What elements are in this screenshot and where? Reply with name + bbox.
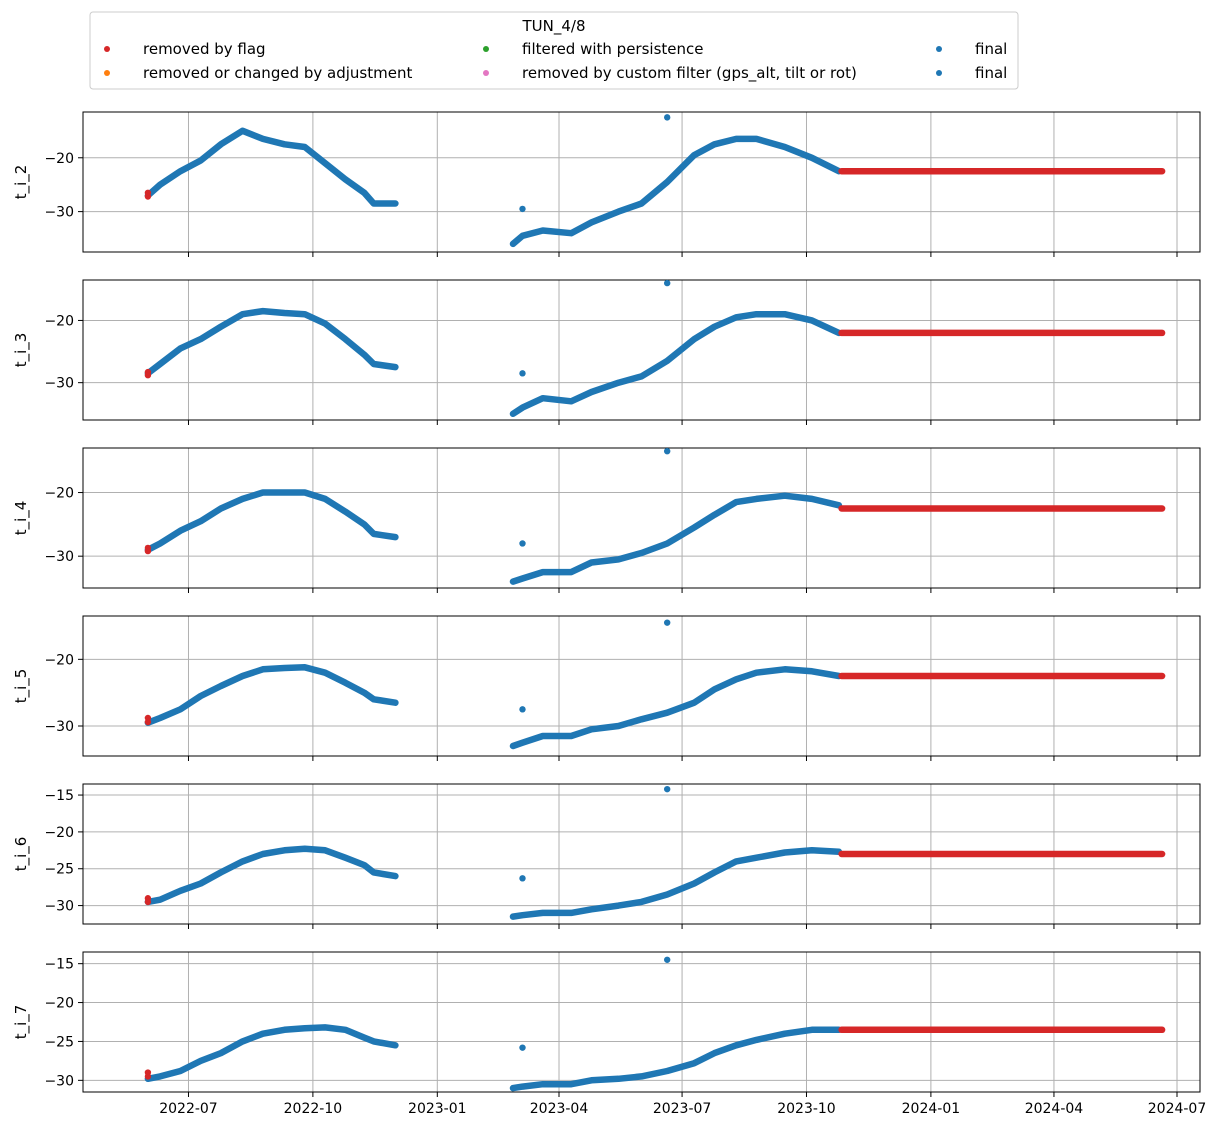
series-final-segment bbox=[509, 492, 843, 585]
panels: −20 −30 t_i_2 −20 −30 t_i_3 −20 −30 t_i_4 −20 −30 t… bbox=[12, 111, 1207, 1117]
series-removed-by-flag-point bbox=[144, 547, 152, 555]
y-tick-label: −20 bbox=[44, 313, 74, 329]
panel-t-i-7: 2022-07 2022-10 2023-01 2023-04 2023-07 2023-… bbox=[12, 951, 1207, 1117]
series-removed-by-flag-point bbox=[144, 898, 152, 906]
legend-frame bbox=[89, 11, 1019, 90]
y-tick-label: −30 bbox=[44, 719, 74, 735]
series-final-segment bbox=[144, 845, 399, 906]
series-final-point bbox=[519, 706, 526, 713]
series-final-point bbox=[663, 279, 671, 287]
panel-t-i-3: −20 −30 t_i_3 bbox=[12, 279, 1201, 425]
y-axis-label: t_i_4 bbox=[12, 501, 31, 536]
legend-marker-3 bbox=[483, 70, 489, 76]
x-tick-label: 2024-04 bbox=[1025, 1101, 1084, 1117]
x-tick-label: 2023-10 bbox=[777, 1101, 836, 1117]
legend-label-4: final bbox=[975, 40, 1007, 58]
panel-t-i-6: −15 −20 −25 −30 t_i_6 bbox=[12, 783, 1201, 929]
y-axis-label: t_i_2 bbox=[12, 165, 31, 200]
series-final-point bbox=[663, 114, 671, 121]
y-axis-label: t_i_6 bbox=[12, 837, 31, 872]
y-tick-label: −20 bbox=[44, 825, 74, 841]
legend-marker-1 bbox=[104, 70, 110, 76]
x-tick-label: 2023-04 bbox=[530, 1101, 589, 1117]
y-tick-label: −20 bbox=[44, 486, 74, 502]
plot-frame bbox=[82, 111, 1201, 253]
series-final-point bbox=[519, 875, 526, 882]
series-final-segment bbox=[509, 135, 843, 248]
series-final-point bbox=[663, 785, 671, 793]
series-final-segment bbox=[144, 664, 399, 726]
series-final-point bbox=[519, 1044, 526, 1051]
legend: TUN_4/8 removed by flag removed or change… bbox=[89, 11, 1019, 90]
panel-t-i-5: −20 −30 t_i_5 bbox=[12, 615, 1201, 761]
series-final-point bbox=[663, 956, 671, 963]
y-tick-label: −20 bbox=[44, 996, 74, 1012]
x-tick-label: 2023-07 bbox=[653, 1101, 712, 1117]
series-final-segment bbox=[509, 666, 843, 750]
legend-label-1: removed or changed by adjustment bbox=[143, 64, 412, 82]
series-final-segment bbox=[144, 489, 399, 554]
series-final-segment bbox=[509, 310, 843, 418]
series-removed-by-flag-point bbox=[144, 372, 152, 379]
series-final-segment bbox=[509, 1026, 843, 1092]
legend-title: TUN_4/8 bbox=[521, 17, 585, 36]
legend-marker-4 bbox=[936, 46, 942, 52]
series-final-point bbox=[519, 205, 526, 213]
legend-label-3: removed by custom filter (gps_alt, tilt … bbox=[522, 64, 857, 83]
plot-frame bbox=[82, 279, 1201, 421]
series-final-segment bbox=[144, 307, 399, 377]
series-final-segment bbox=[144, 127, 399, 207]
series-final-point bbox=[663, 619, 671, 626]
y-tick-label: −30 bbox=[44, 549, 74, 565]
y-tick-label: −15 bbox=[44, 788, 74, 804]
x-tick-label: 2022-10 bbox=[284, 1101, 343, 1117]
series-final-segment bbox=[144, 1024, 399, 1083]
x-tick-label: 2022-07 bbox=[159, 1101, 218, 1117]
plot-frame bbox=[82, 447, 1201, 589]
x-tick-label: 2024-07 bbox=[1148, 1101, 1207, 1117]
plot-frame bbox=[82, 951, 1201, 1093]
y-tick-label: −20 bbox=[44, 652, 74, 668]
y-tick-label: −30 bbox=[44, 1073, 74, 1089]
y-axis-label: t_i_5 bbox=[12, 669, 31, 704]
panel-t-i-4: −20 −30 t_i_4 bbox=[12, 447, 1201, 593]
panel-t-i-2: −20 −30 t_i_2 bbox=[12, 111, 1201, 257]
legend-marker-5 bbox=[936, 70, 942, 76]
series-final-segment bbox=[509, 847, 843, 920]
series-final-point bbox=[519, 540, 526, 547]
plot-frame bbox=[82, 783, 1201, 925]
y-axis-label: t_i_3 bbox=[12, 333, 31, 368]
x-tick-label: 2024-01 bbox=[902, 1101, 961, 1117]
legend-label-2: filtered with persistence bbox=[522, 40, 703, 58]
y-tick-label: −30 bbox=[44, 205, 74, 221]
series-final-point bbox=[663, 447, 671, 455]
y-tick-label: −30 bbox=[44, 376, 74, 392]
series-final-point bbox=[519, 370, 526, 377]
series-removed-by-flag-point bbox=[144, 1073, 152, 1080]
series-removed-by-flag-point bbox=[144, 193, 152, 200]
plot-frame bbox=[82, 615, 1201, 757]
x-tick-label: 2023-01 bbox=[408, 1101, 467, 1117]
y-tick-label: −25 bbox=[44, 1034, 74, 1050]
legend-marker-2 bbox=[483, 46, 489, 52]
y-tick-label: −30 bbox=[44, 899, 74, 915]
legend-label-5: final bbox=[975, 64, 1007, 82]
y-tick-label: −15 bbox=[44, 957, 74, 973]
y-axis-label: t_i_7 bbox=[12, 1005, 31, 1040]
legend-label-0: removed by flag bbox=[143, 40, 266, 58]
y-tick-label: −20 bbox=[44, 151, 74, 167]
series-removed-by-flag-point bbox=[144, 718, 152, 726]
legend-marker-0 bbox=[104, 46, 110, 52]
y-tick-label: −25 bbox=[44, 862, 74, 878]
